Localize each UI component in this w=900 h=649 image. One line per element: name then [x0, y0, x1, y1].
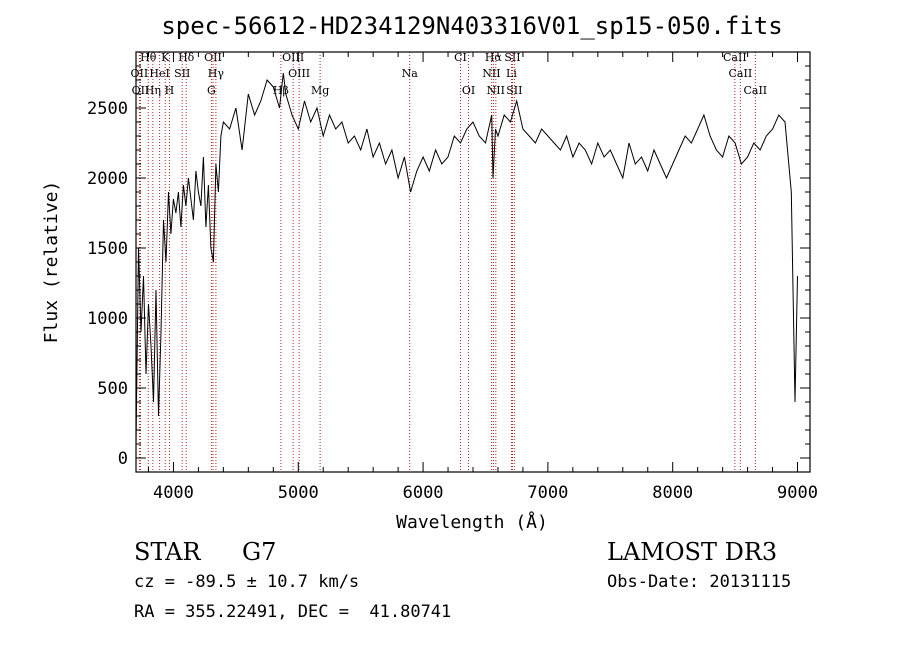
y-tick-label: 2500	[87, 99, 128, 119]
x-tick-label: 5000	[278, 483, 319, 503]
line-marker-label: Hδ	[178, 51, 195, 64]
x-tick-label: 4000	[153, 483, 194, 503]
spectrum-series-line	[135, 72, 798, 445]
line-marker-label: G	[207, 84, 216, 97]
y-tick-label: 1000	[87, 309, 128, 329]
line-marker-label: NII	[482, 67, 500, 80]
line-marker-label: OIII	[288, 67, 310, 80]
axis-ticks: 4000 5000 6000 7000 8000 9000 0 500 1000 1500 2000…	[87, 52, 818, 503]
line-marker-label: HeI	[149, 67, 169, 80]
survey-name: LAMOST DR3	[607, 538, 778, 566]
x-tick-label: 9000	[777, 483, 818, 503]
x-tick-label: 6000	[403, 483, 444, 503]
line-marker-label: Hα	[485, 51, 503, 64]
redshift-velocity: cz = -89.5 ± 10.7 km/s	[134, 572, 360, 592]
y-tick-label: 1500	[87, 239, 128, 259]
line-marker-label: SII	[504, 51, 520, 64]
line-marker-label: OIII	[282, 51, 304, 64]
line-marker-label: CI	[454, 51, 467, 64]
line-marker-label: NII	[487, 84, 505, 97]
x-axis-label: Wavelength (Å)	[396, 511, 548, 533]
y-tick-label: 500	[97, 379, 128, 399]
object-subclass: G7	[242, 538, 277, 566]
line-marker-label: CaII	[723, 51, 747, 64]
line-marker-label: CaII	[743, 84, 767, 97]
line-marker-label: Hη	[145, 84, 161, 97]
y-tick-label: 2000	[87, 169, 128, 189]
line-marker-label: Hθ	[140, 51, 157, 64]
line-marker-label: K	[161, 51, 170, 64]
y-axis-label: Flux (relative)	[41, 181, 62, 344]
line-marker-label: Li	[506, 67, 517, 80]
x-tick-label: 7000	[527, 483, 568, 503]
line-marker-label: OII	[204, 51, 222, 64]
line-marker-label: SII	[506, 84, 522, 97]
observation-date: Obs-Date: 20131115	[607, 572, 792, 592]
line-marker-label: CaII	[729, 67, 753, 80]
chart-title: spec-56612-HD234129N403316V01_sp15-050.f…	[161, 12, 782, 40]
line-marker-label: Mg	[311, 84, 329, 97]
line-marker-label: Na	[402, 67, 419, 80]
line-marker-label: SII	[174, 67, 190, 80]
object-class: STAR	[134, 538, 201, 566]
line-marker-label: OI	[462, 84, 475, 97]
line-marker-label: H	[165, 84, 175, 97]
y-tick-label: 0	[118, 449, 128, 469]
sky-coordinates: RA = 355.22491, DEC = 41.80741	[134, 602, 452, 622]
line-marker-label: Hγ	[208, 67, 225, 80]
x-tick-label: 8000	[652, 483, 693, 503]
line-marker-label: OII	[131, 67, 149, 80]
